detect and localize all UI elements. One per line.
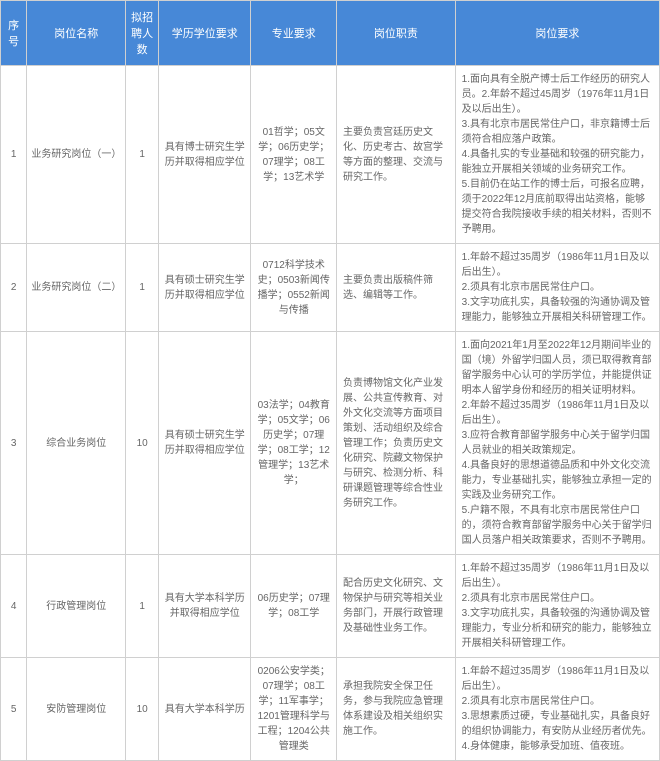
- cell-seq: 4: [1, 555, 27, 658]
- cell-name: 业务研究岗位（二）: [27, 244, 126, 332]
- col-major-header: 专业要求: [251, 1, 337, 66]
- col-duty-header: 岗位职责: [337, 1, 456, 66]
- cell-edu: 具有大学本科学历并取得相应学位: [159, 555, 251, 658]
- table-row: 5安防管理岗位10具有大学本科学历0206公安学类；07理学；08工学；11军事…: [1, 658, 660, 761]
- cell-count: 10: [126, 658, 159, 761]
- table-header-row: 序号 岗位名称 拟招聘人数 学历学位要求 专业要求 岗位职责 岗位要求: [1, 1, 660, 66]
- cell-major: 0206公安学类；07理学；08工学；11军事学；1201管理科学与工程；120…: [251, 658, 337, 761]
- cell-count: 1: [126, 66, 159, 244]
- cell-req: 1.面向2021年1月至2022年12月期间毕业的国（境）外留学归国人员，须已取…: [455, 332, 659, 555]
- cell-count: 1: [126, 244, 159, 332]
- cell-name: 综合业务岗位: [27, 332, 126, 555]
- col-req-header: 岗位要求: [455, 1, 659, 66]
- cell-seq: 3: [1, 332, 27, 555]
- table-row: 3综合业务岗位10具有硕士研究生学历并取得相应学位03法学；04教育学；05文学…: [1, 332, 660, 555]
- cell-major: 0712科学技术史；0503新闻传播学；0552新闻与传播: [251, 244, 337, 332]
- cell-major: 06历史学；07理学；08工学: [251, 555, 337, 658]
- cell-count: 1: [126, 555, 159, 658]
- cell-name: 安防管理岗位: [27, 658, 126, 761]
- cell-seq: 1: [1, 66, 27, 244]
- cell-edu: 具有博士研究生学历并取得相应学位: [159, 66, 251, 244]
- cell-major: 03法学；04教育学；05文学；06历史学；07理学；08工学；12管理学；13…: [251, 332, 337, 555]
- col-name-header: 岗位名称: [27, 1, 126, 66]
- col-edu-header: 学历学位要求: [159, 1, 251, 66]
- cell-major: 01哲学；05文学；06历史学；07理学；08工学；13艺术学: [251, 66, 337, 244]
- col-seq-header: 序号: [1, 1, 27, 66]
- cell-name: 行政管理岗位: [27, 555, 126, 658]
- cell-duty: 配合历史文化研究、文物保护与研究等相关业务部门，开展行政管理及基础性业务工作。: [337, 555, 456, 658]
- cell-req: 1.面向具有全脱产博士后工作经历的研究人员。2.年龄不超过45周岁（1976年1…: [455, 66, 659, 244]
- cell-duty: 主要负责出版稿件筛选、编辑等工作。: [337, 244, 456, 332]
- cell-seq: 2: [1, 244, 27, 332]
- cell-name: 业务研究岗位（一）: [27, 66, 126, 244]
- table-row: 4行政管理岗位1具有大学本科学历并取得相应学位06历史学；07理学；08工学配合…: [1, 555, 660, 658]
- table-row: 2业务研究岗位（二）1具有硕士研究生学历并取得相应学位0712科学技术史；050…: [1, 244, 660, 332]
- table-row: 1业务研究岗位（一）1具有博士研究生学历并取得相应学位01哲学；05文学；06历…: [1, 66, 660, 244]
- cell-duty: 负责博物馆文化产业发展、公共宣传教育、对外文化交流等方面项目策划、活动组织及综合…: [337, 332, 456, 555]
- cell-seq: 5: [1, 658, 27, 761]
- cell-edu: 具有硕士研究生学历并取得相应学位: [159, 244, 251, 332]
- cell-duty: 主要负责宫廷历史文化、历史考古、故宫学等方面的整理、交流与研究工作。: [337, 66, 456, 244]
- cell-count: 10: [126, 332, 159, 555]
- recruitment-table: 序号 岗位名称 拟招聘人数 学历学位要求 专业要求 岗位职责 岗位要求 1业务研…: [0, 0, 660, 761]
- col-count-header: 拟招聘人数: [126, 1, 159, 66]
- cell-edu: 具有硕士研究生学历并取得相应学位: [159, 332, 251, 555]
- cell-req: 1.年龄不超过35周岁（1986年11月1日及以后出生）。2.须具有北京市居民常…: [455, 244, 659, 332]
- cell-edu: 具有大学本科学历: [159, 658, 251, 761]
- cell-duty: 承担我院安全保卫任务，参与我院应急管理体系建设及相关组织实施工作。: [337, 658, 456, 761]
- cell-req: 1.年龄不超过35周岁（1986年11月1日及以后出生）。2.须具有北京市居民常…: [455, 658, 659, 761]
- cell-req: 1.年龄不超过35周岁（1986年11月1日及以后出生）。2.须具有北京市居民常…: [455, 555, 659, 658]
